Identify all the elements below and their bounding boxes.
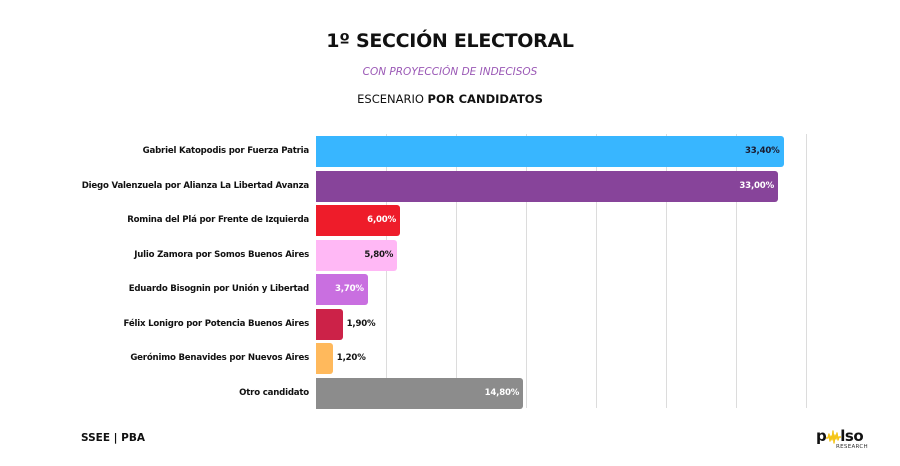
- heartbeat-wave-icon: [826, 430, 841, 444]
- bar-value-label: 3,70%: [334, 284, 364, 294]
- bar: [316, 343, 333, 374]
- logo-subtitle: RESEARCH: [836, 444, 868, 450]
- bar: [316, 170, 778, 202]
- bar-value-label: 33,00%: [739, 180, 774, 191]
- chart-title: 1º SECCIÓN ELECTORAL: [326, 30, 574, 52]
- bar: [316, 239, 398, 271]
- gridline: [456, 134, 457, 408]
- bar-value-label: 6,00%: [367, 215, 396, 225]
- chart-subtitle: CON PROYECCIÓN DE INDECISOS: [362, 66, 538, 78]
- gridline: [596, 134, 597, 408]
- bar-value-label: 33,40%: [745, 146, 780, 156]
- category-label: Otro candidato: [239, 387, 309, 398]
- bar: [316, 377, 524, 409]
- gridline: [806, 134, 807, 408]
- scenario-label: ESCENARIO POR CANDIDATOS: [0, 92, 900, 106]
- scenario-bold: POR CANDIDATOS: [427, 92, 543, 106]
- bar: [316, 308, 343, 340]
- gridline: [736, 134, 737, 408]
- scenario-prefix: ESCENARIO: [357, 92, 428, 106]
- bar: [316, 205, 400, 236]
- logo-wordmark: p lso: [816, 427, 864, 445]
- bar-value-label: 1,20%: [336, 353, 366, 363]
- bar-value-label: 1,90%: [346, 318, 376, 329]
- gridline: [386, 134, 387, 408]
- bar-row: Otro candidato 14,80%: [0, 377, 900, 413]
- category-label: Gabriel Katopodis por Fuerza Patria: [142, 146, 310, 156]
- bar-row: Félix Lonigro por Potencia Buenos Aires 1…: [0, 308, 900, 344]
- category-label: Romina del Plá por Frente de Izquierda: [127, 215, 309, 225]
- bar-row: Eduardo Bisognin por Unión y Libertad 3,7…: [0, 274, 900, 309]
- category-label: Eduardo Bisognin por Unión y Libertad: [128, 284, 310, 294]
- gridline: [666, 134, 667, 408]
- bar-row: Romina del Plá por Frente de Izquierda 6,…: [0, 205, 900, 240]
- category-label: Félix Lonigro por Potencia Buenos Aires: [123, 318, 310, 329]
- bar: [316, 136, 784, 167]
- bar-value-label: 14,80%: [484, 387, 520, 398]
- bar-value-label: 5,80%: [364, 249, 394, 260]
- bar-row: Diego Valenzuela por Alianza La Libertad…: [0, 170, 900, 206]
- bar-row: Julio Zamora por Somos Buenos Aires 5,80%: [0, 239, 900, 275]
- bar: [316, 274, 368, 305]
- category-label: Diego Valenzuela por Alianza La Libertad…: [81, 180, 309, 191]
- logo-letters-lso: lso: [840, 427, 864, 445]
- category-label: Gerónimo Benavides por Nuevos Aires: [130, 353, 309, 363]
- category-label: Julio Zamora por Somos Buenos Aires: [134, 249, 309, 260]
- bar-row: Gerónimo Benavides por Nuevos Aires 1,20%: [0, 343, 900, 378]
- gridline: [526, 134, 527, 408]
- pulso-research-logo: p lso RESEARCH: [816, 428, 876, 454]
- logo-letter-p: p: [816, 427, 827, 445]
- footer-source: SSEE | PBA: [81, 432, 145, 444]
- bar-row: Gabriel Katopodis por Fuerza Patria 33,40…: [0, 136, 900, 171]
- plot-area: [316, 134, 816, 410]
